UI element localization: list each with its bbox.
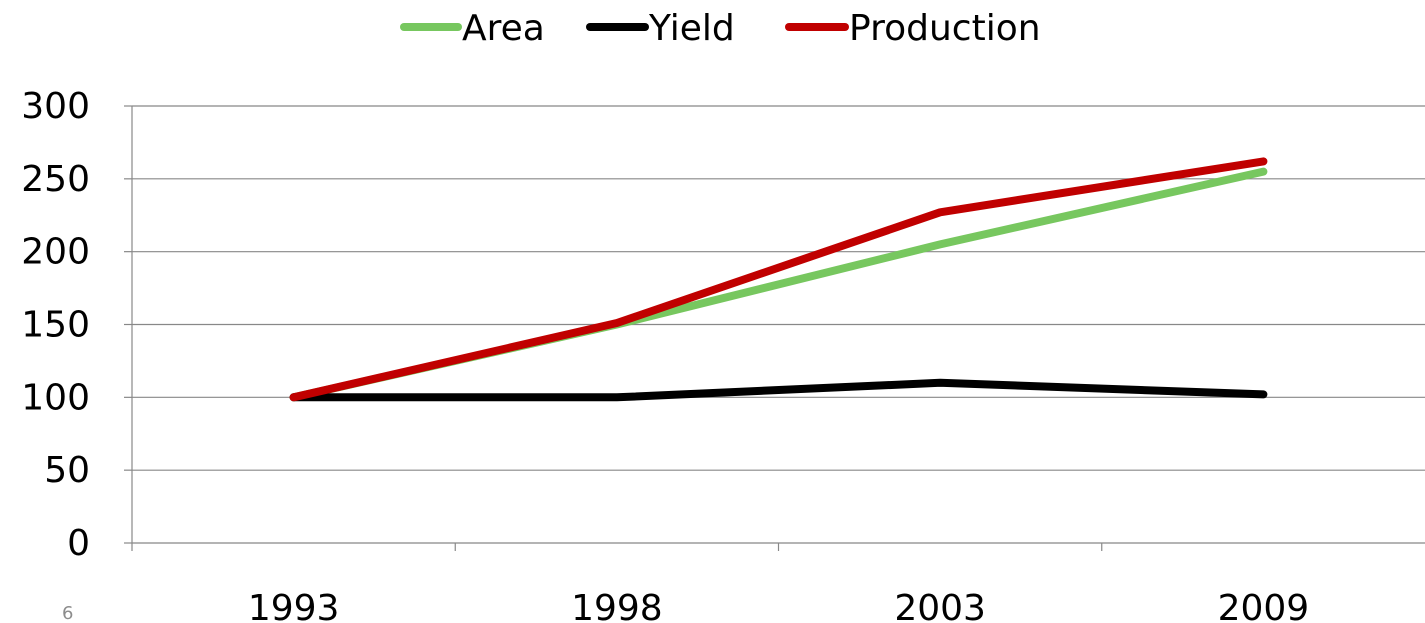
legend-label-yield: Yield xyxy=(648,8,735,49)
x-tick-label: 2003 xyxy=(894,588,986,623)
y-tick-label: 50 xyxy=(44,450,90,491)
x-tick-label: 2009 xyxy=(1218,588,1310,623)
series-lines xyxy=(289,157,1268,402)
legend: Area Yield Production xyxy=(400,8,1041,49)
axes xyxy=(124,105,1425,551)
slide-number: 6 xyxy=(62,603,73,623)
x-axis-tick-labels: 1993 1998 2003 2009 xyxy=(248,588,1309,623)
x-tick-label: 1993 xyxy=(248,588,340,623)
y-tick-label: 0 xyxy=(67,523,90,564)
y-tick-label: 250 xyxy=(21,159,90,200)
legend-label-production: Production xyxy=(849,8,1041,49)
series-line-production xyxy=(289,157,1268,402)
legend-label-area: Area xyxy=(462,8,545,49)
series-line-yield xyxy=(289,378,1268,402)
y-tick-label: 100 xyxy=(21,377,90,418)
x-tick-label: 1998 xyxy=(571,588,663,623)
y-tick-label: 200 xyxy=(21,232,90,273)
y-tick-label: 300 xyxy=(21,86,90,127)
y-axis-tick-labels: 0 50 100 150 200 250 300 xyxy=(21,86,90,564)
y-tick-label: 150 xyxy=(21,305,90,346)
